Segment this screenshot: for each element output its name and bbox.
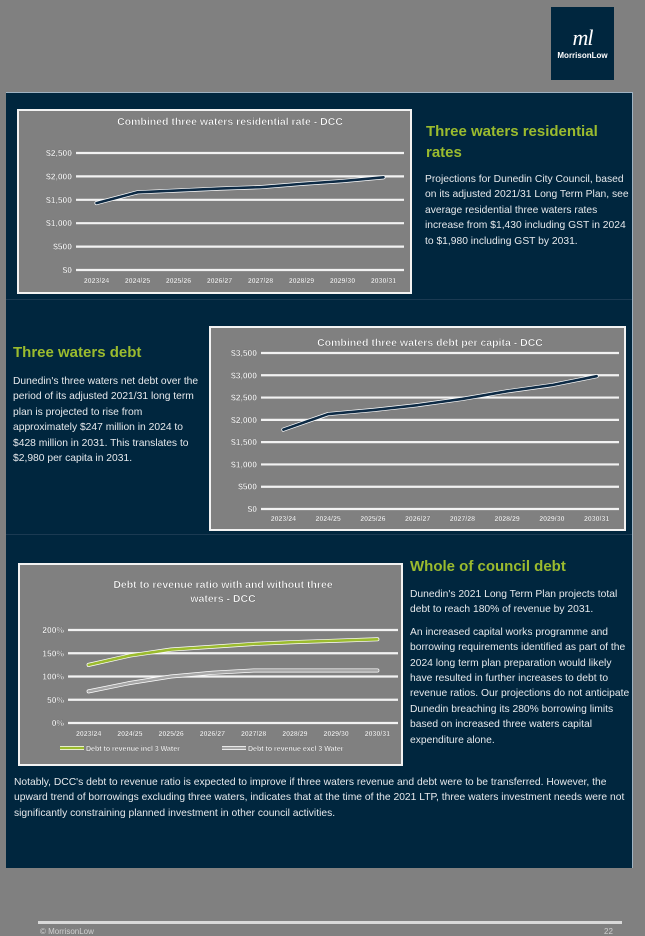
series-line [87,638,379,667]
series-line-halo [86,637,380,667]
logo-mark-icon: ml [572,25,594,50]
debt-per-capita-chart: Combined three waters debt per capita - … [209,326,626,531]
x-tick-label: 2023/24 [84,278,109,285]
chart-title: Combined three waters residential rate -… [117,116,343,128]
x-tick-label: 2030/31 [365,731,390,738]
x-tick-label: 2026/27 [405,516,430,523]
three-waters-debt-heading: Three waters debt [13,344,142,361]
debt-per-capita-chart-svg: Combined three waters debt per capita - … [231,337,619,523]
council-debt-note: Notably, DCC's debt to revenue ratio is … [14,777,625,819]
council-debt-paragraph: An increased capital works programme and… [410,626,630,746]
three-waters-debt-body: Dunedin's three waters net debt over the… [13,376,199,465]
x-tick-label: 2027/28 [450,516,475,523]
section-divider [6,534,632,535]
y-tick-label: 100% [42,672,64,682]
residential-rate-chart: Combined three waters residential rate -… [17,109,412,294]
y-tick-label: $1,500 [231,437,257,447]
residential-rates-body: Projections for Dunedin City Council, ba… [425,174,629,247]
y-tick-label: 50% [47,695,64,705]
y-tick-label: 200% [42,625,64,635]
x-tick-label: 2025/26 [360,516,385,523]
y-tick-label: 0% [52,718,65,728]
x-tick-label: 2030/31 [371,278,396,285]
content-panel: Combined three waters residential rate -… [6,92,633,868]
y-tick-label: $2,000 [46,171,72,181]
council-debt-body: Dunedin's 2021 Long Term Plan projects t… [410,587,632,755]
series-line [282,374,598,431]
chart-title: Combined three waters debt per capita - … [317,337,543,349]
x-tick-label: 2028/29 [282,731,307,738]
x-tick-label: 2023/24 [76,731,101,738]
y-tick-label: $3,500 [231,348,257,358]
x-tick-label: 2024/25 [315,516,340,523]
y-tick-label: 150% [42,648,64,658]
y-tick-label: $2,000 [231,415,257,425]
y-tick-label: $1,000 [46,218,72,228]
council-debt-heading: Whole of council debt [410,558,566,575]
page-number: 22 [604,927,613,936]
x-tick-label: 2028/29 [289,278,314,285]
legend-label: Debt to revenue excl 3 Water [248,746,344,753]
section-divider [6,299,632,300]
series-line [87,669,379,693]
x-tick-label: 2026/27 [207,278,232,285]
x-tick-label: 2023/24 [271,516,296,523]
council-debt-paragraph: Dunedin's 2021 Long Term Plan projects t… [410,589,618,616]
x-tick-label: 2030/31 [584,516,609,523]
y-tick-label: $0 [63,265,73,275]
y-tick-label: $2,500 [46,148,72,158]
x-tick-label: 2025/26 [166,278,191,285]
footer-copyright: © MorrisonLow [40,927,94,936]
x-tick-label: 2027/28 [248,278,273,285]
y-tick-label: $0 [248,504,258,514]
chart-title: Debt to revenue ratio with and without t… [113,579,333,591]
y-tick-label: $1,000 [231,459,257,469]
y-tick-label: $3,000 [231,370,257,380]
x-tick-label: 2028/29 [494,516,519,523]
x-tick-label: 2024/25 [117,731,142,738]
x-tick-label: 2029/30 [323,731,348,738]
debt-to-revenue-chart: Debt to revenue ratio with and without t… [18,563,403,766]
debt-to-revenue-chart-svg: Debt to revenue ratio with and without t… [42,579,398,753]
y-tick-label: $500 [53,242,72,252]
legend-label: Debt to revenue incl 3 Water [86,746,180,753]
x-tick-label: 2026/27 [200,731,225,738]
chart-title: waters - DCC [189,593,256,605]
y-tick-label: $1,500 [46,195,72,205]
x-tick-label: 2029/30 [330,278,355,285]
series-line-halo [86,668,380,694]
morrisonlow-logo: ml MorrisonLow [551,7,614,80]
y-tick-label: $2,500 [231,393,257,403]
x-tick-label: 2024/25 [125,278,150,285]
footer-rule [38,921,622,924]
y-tick-label: $500 [238,482,257,492]
residential-rate-chart-svg: Combined three waters residential rate -… [46,116,404,285]
residential-rates-heading: Three waters residential rates [426,123,598,161]
x-tick-label: 2027/28 [241,731,266,738]
logo-name: MorrisonLow [557,51,608,60]
x-tick-label: 2029/30 [539,516,564,523]
series-line [95,176,385,205]
x-tick-label: 2025/26 [158,731,183,738]
